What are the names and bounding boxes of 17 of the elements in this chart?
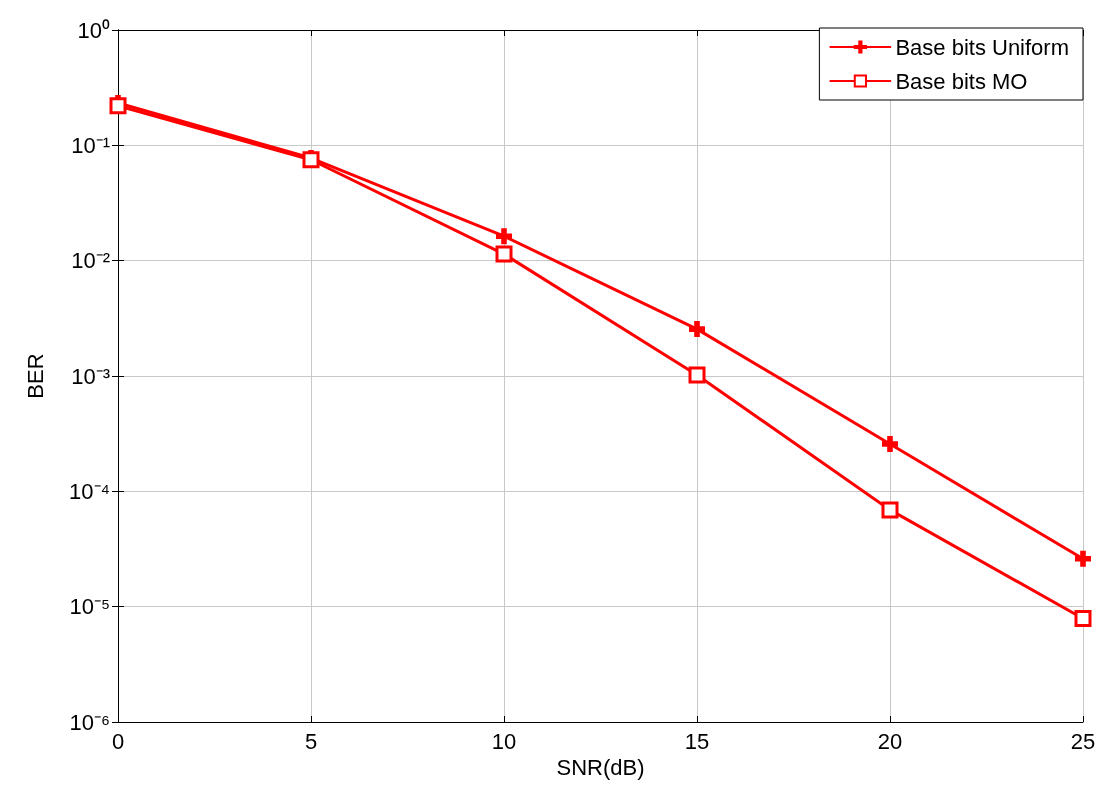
x-tick-label: 25 [1070,728,1096,754]
x-tick-label: 20 [877,728,903,754]
y-tick-label: 10⁻⁴ [69,478,110,504]
y-tick-label: 10⁻² [71,248,110,274]
y-tick-label: 10⁰ [77,17,110,43]
x-tick-label: 5 [304,728,318,754]
x-tick-label: 0 [111,728,125,754]
legend-label: Base bits Uniform [895,34,1070,60]
y-tick-label: 10⁻¹ [71,132,110,158]
x-tick-label: 15 [684,728,710,754]
x-tick-label: 10 [491,728,517,754]
legend-label: Base bits MO [895,68,1028,94]
y-tick-label: 10⁻⁵ [69,594,110,620]
y-tick-label: 10⁻⁶ [69,709,110,735]
x-axis-title: SNR(dB) [556,755,645,781]
y-tick-label: 10⁻³ [71,363,110,389]
y-axis-title: BER [22,353,48,399]
